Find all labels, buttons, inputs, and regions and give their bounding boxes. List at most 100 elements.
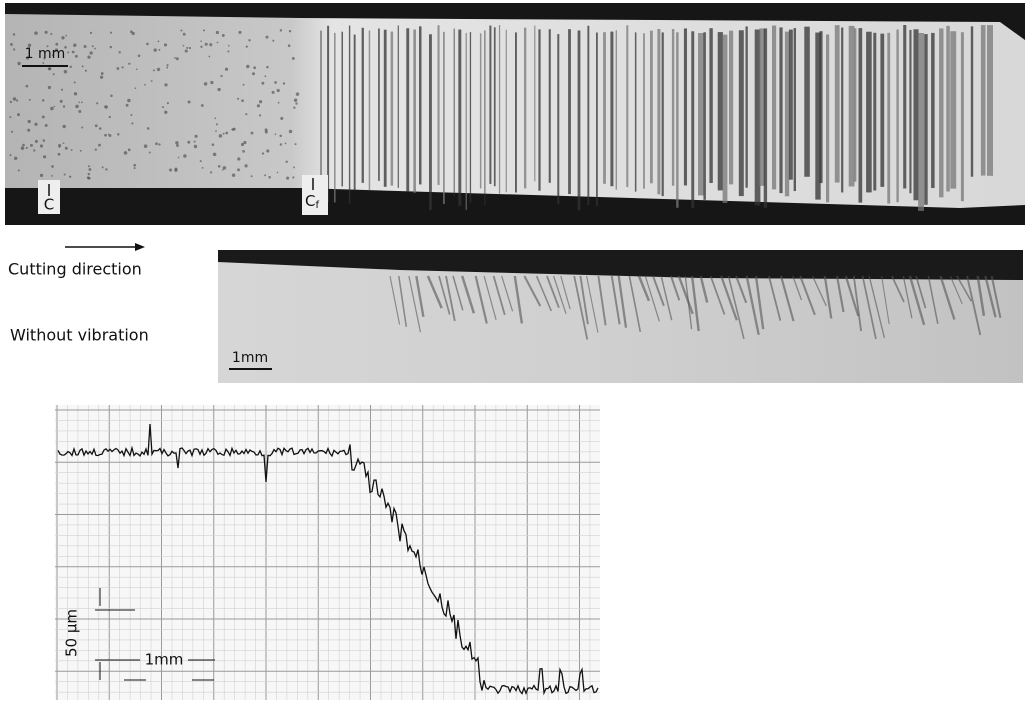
pore bbox=[10, 101, 12, 103]
chip-lamella bbox=[826, 34, 829, 202]
pore bbox=[102, 166, 104, 168]
pore bbox=[10, 43, 13, 46]
chip-lamella bbox=[709, 28, 712, 183]
pore bbox=[74, 92, 77, 95]
pore bbox=[10, 154, 12, 156]
chip-lamella bbox=[691, 31, 694, 208]
pore bbox=[61, 89, 63, 91]
chip-lamella bbox=[903, 25, 906, 189]
chip-lamella bbox=[480, 33, 482, 188]
pore bbox=[48, 68, 51, 71]
pore bbox=[231, 128, 234, 131]
top-micrograph: 1 mm C Cf bbox=[5, 3, 1025, 225]
pore bbox=[134, 167, 136, 169]
pore bbox=[13, 33, 15, 35]
pore bbox=[59, 146, 61, 148]
pore bbox=[279, 135, 281, 137]
chip-lamella bbox=[981, 25, 986, 176]
pore bbox=[293, 107, 295, 109]
pore bbox=[277, 172, 279, 174]
chip-lamella bbox=[764, 28, 767, 207]
pore bbox=[189, 47, 191, 49]
pore bbox=[88, 165, 90, 167]
pore bbox=[216, 123, 218, 125]
pore bbox=[90, 32, 92, 34]
pore bbox=[245, 113, 247, 115]
pore bbox=[214, 117, 216, 119]
pore bbox=[261, 82, 264, 85]
chip-lamella bbox=[746, 26, 748, 187]
chip-lamella bbox=[772, 26, 776, 190]
pore bbox=[183, 33, 186, 36]
chip-lamella bbox=[362, 28, 364, 183]
pore bbox=[14, 157, 17, 160]
chip-lamella bbox=[684, 28, 687, 185]
pore bbox=[131, 122, 133, 124]
chip-lamella bbox=[578, 30, 581, 210]
vertical-scale: 50 µm bbox=[63, 609, 81, 657]
pore bbox=[75, 55, 78, 58]
pore bbox=[26, 147, 28, 149]
pore bbox=[74, 82, 76, 84]
chip-lamella bbox=[534, 26, 535, 182]
pore bbox=[280, 143, 282, 145]
pore bbox=[29, 99, 31, 101]
pore bbox=[92, 45, 94, 47]
pore bbox=[200, 46, 202, 48]
chip-lamella bbox=[887, 33, 890, 204]
chip-lamella bbox=[657, 29, 660, 194]
pore bbox=[88, 168, 91, 171]
pore bbox=[220, 75, 222, 77]
chip-lamella bbox=[909, 30, 911, 193]
pore bbox=[209, 43, 212, 46]
chip-lamella bbox=[342, 32, 344, 187]
pore bbox=[246, 45, 248, 47]
chip-lamella bbox=[779, 27, 782, 193]
pore bbox=[133, 164, 136, 167]
caption-condition: Without vibration bbox=[10, 326, 149, 345]
chip-lamella bbox=[794, 28, 796, 191]
pore bbox=[225, 132, 228, 135]
pore bbox=[128, 63, 130, 65]
pore bbox=[257, 104, 260, 107]
pore bbox=[64, 173, 66, 175]
pore bbox=[277, 89, 280, 92]
pore bbox=[87, 176, 90, 179]
pore bbox=[50, 33, 52, 35]
chip-lamella bbox=[723, 35, 728, 203]
pore bbox=[222, 34, 225, 37]
pore bbox=[42, 115, 45, 118]
pore bbox=[186, 47, 188, 49]
pore bbox=[71, 149, 73, 151]
pore bbox=[241, 99, 244, 102]
chip-lamella bbox=[854, 28, 857, 181]
chip-lamella bbox=[662, 32, 664, 196]
pore bbox=[144, 144, 148, 148]
chip-lamella bbox=[354, 35, 356, 191]
pore bbox=[40, 144, 43, 147]
pore bbox=[108, 134, 110, 136]
pore bbox=[153, 69, 155, 71]
pore bbox=[223, 133, 225, 135]
pore bbox=[274, 81, 277, 84]
pore bbox=[251, 175, 253, 177]
pore bbox=[180, 29, 182, 31]
chip-lamella bbox=[718, 32, 723, 190]
pore bbox=[42, 99, 44, 101]
pore bbox=[63, 142, 65, 144]
chip-lamella bbox=[841, 28, 843, 193]
pore bbox=[283, 82, 285, 84]
pore bbox=[213, 153, 217, 157]
pore bbox=[227, 50, 229, 52]
pore bbox=[203, 29, 205, 31]
chip-lamella bbox=[494, 27, 496, 186]
pore bbox=[194, 145, 197, 148]
pore bbox=[201, 104, 204, 107]
pore bbox=[13, 48, 15, 50]
scale-label: 1mm bbox=[232, 350, 268, 366]
pore bbox=[82, 65, 84, 67]
chip-lamella bbox=[557, 34, 559, 204]
chip-lamella bbox=[406, 28, 409, 191]
pore bbox=[17, 113, 20, 116]
pore bbox=[162, 106, 164, 108]
